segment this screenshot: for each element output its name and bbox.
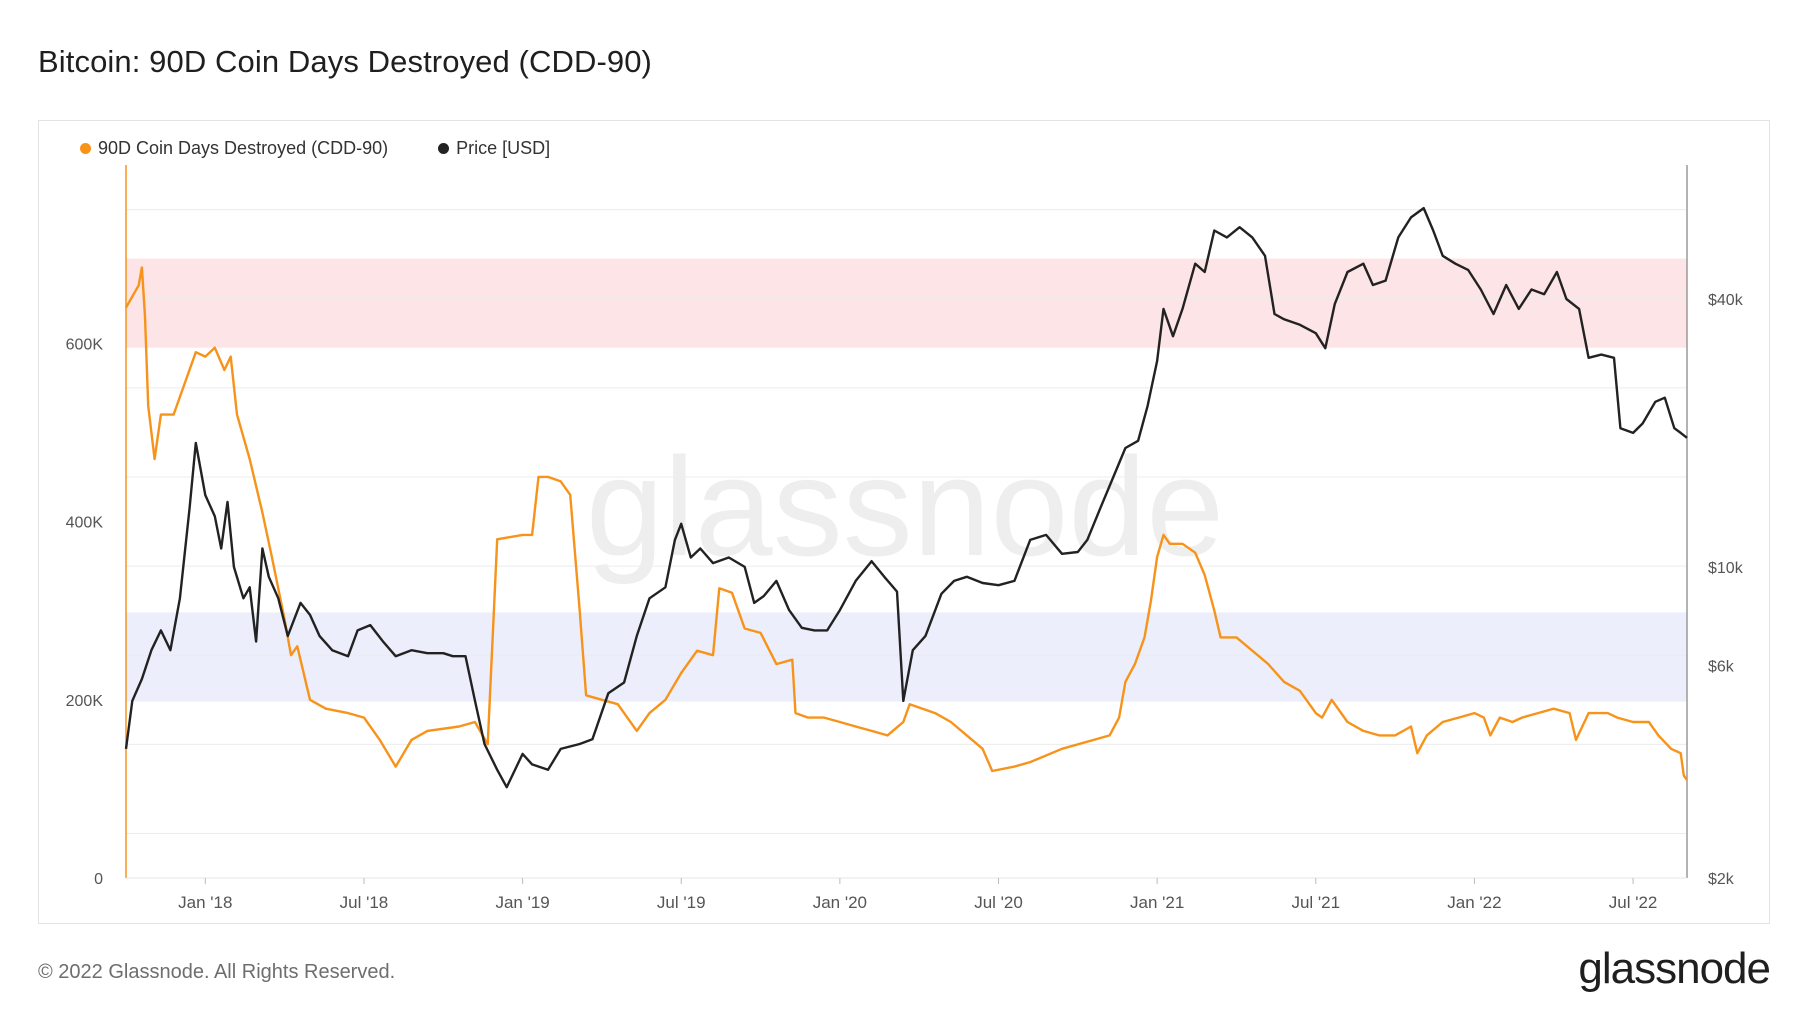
x-axis-tick-label: Jan '21 <box>1130 893 1184 912</box>
x-axis-tick-label: Jan '20 <box>813 893 867 912</box>
grid-layer <box>126 209 1687 834</box>
glassnode-logo[interactable]: glassnode <box>1578 944 1771 993</box>
x-axis-tick-label: Jan '19 <box>495 893 549 912</box>
legend-cdd-label: 90D Coin Days Destroyed (CDD-90) <box>98 138 389 158</box>
watermark: glassnode <box>586 428 1224 585</box>
x-axis-tick-label: Jul '22 <box>1609 893 1658 912</box>
left-axis-tick-label: 0 <box>94 871 103 888</box>
chart-legend: 90D Coin Days Destroyed (CDD-90) Price [… <box>80 138 550 159</box>
left-axis-tick-label: 400K <box>66 515 104 532</box>
x-axis-tick-label: Jul '19 <box>657 893 706 912</box>
legend-item-cdd[interactable]: 90D Coin Days Destroyed (CDD-90) <box>80 138 388 159</box>
x-axis-tick-label: Jan '22 <box>1447 893 1501 912</box>
x-axis-tick-label: Jul '21 <box>1291 893 1340 912</box>
bands-layer <box>126 258 1687 702</box>
cdd-90-line <box>124 266 1688 781</box>
x-axis-tick-label: Jul '20 <box>974 893 1023 912</box>
legend-cdd-dot <box>80 143 91 154</box>
ticks-layer: 0 200K 400K 600K $2k $6k $10k $40k Jan '18 Jul '1… <box>66 292 1744 912</box>
x-axis-tick-label: Jul '18 <box>340 893 389 912</box>
legend-item-price[interactable]: Price [USD] <box>438 138 550 159</box>
right-axis-tick-label: $10k <box>1708 560 1744 577</box>
axes-layer <box>125 165 1688 879</box>
left-axis-tick-label: 600K <box>66 336 104 353</box>
legend-price-dot <box>438 143 450 154</box>
copyright: © 2022 Glassnode. All Rights Reserved. <box>38 961 396 983</box>
legend-price-label: Price [USD] <box>456 138 551 158</box>
right-axis-tick-label: $2k <box>1708 871 1735 888</box>
chart-title: Bitcoin: 90D Coin Days Destroyed (CDD-90… <box>38 44 652 79</box>
band-high <box>126 258 1687 348</box>
chart-panel <box>38 120 1770 924</box>
left-axis-tick-label: 200K <box>66 693 104 710</box>
series-layer <box>124 206 1688 789</box>
right-axis-tick-label: $6k <box>1708 659 1735 676</box>
right-axis-tick-label: $40k <box>1708 292 1744 309</box>
price-line <box>124 206 1688 789</box>
x-axis-tick-label: Jan '18 <box>178 893 232 912</box>
